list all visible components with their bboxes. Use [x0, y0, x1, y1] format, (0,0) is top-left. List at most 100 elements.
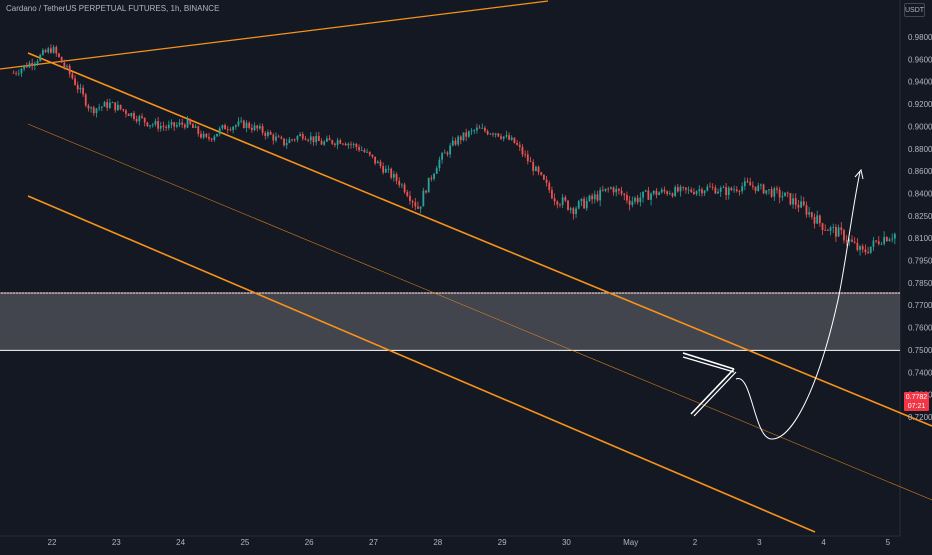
candle-body-151 — [417, 206, 419, 209]
time-axis-label-11: 3 — [757, 538, 762, 547]
candle-body-112 — [312, 136, 315, 143]
candle-body-13 — [47, 48, 50, 53]
candle-body-281 — [765, 190, 768, 194]
candle-body-180 — [494, 133, 497, 135]
candle-body-114 — [317, 136, 320, 142]
price-axis-label-11: 0.7850 — [908, 279, 932, 288]
price-axis-label-2: 0.9400 — [908, 78, 932, 87]
candle-body-137 — [379, 161, 382, 167]
candle-body-291 — [792, 198, 794, 205]
candle-body-166 — [457, 136, 460, 145]
candle-body-280 — [762, 184, 765, 194]
candle-body-76 — [216, 133, 218, 137]
candle-body-307 — [835, 227, 837, 237]
time-axis-label-3: 25 — [240, 538, 249, 547]
candle-body-219 — [599, 189, 602, 201]
time-axis-label-5: 27 — [369, 538, 378, 547]
candle-body-211 — [577, 201, 580, 209]
candle-body-26 — [82, 87, 84, 95]
candle-body-296 — [805, 205, 808, 215]
price-axis-label-4: 0.9000 — [908, 122, 932, 131]
candle-body-273 — [743, 181, 746, 187]
candle-body-215 — [588, 195, 591, 201]
projection-arrowhead[interactable] — [854, 168, 864, 180]
candle-body-216 — [591, 195, 594, 200]
candle-body-285 — [776, 188, 778, 190]
channel-midline[interactable] — [27, 123, 932, 501]
candle-body-165 — [454, 140, 457, 145]
candle-body-232 — [634, 197, 636, 202]
candle-body-168 — [462, 132, 465, 141]
candle-body-14 — [50, 48, 52, 53]
candle-body-46 — [135, 118, 138, 122]
long-trendline[interactable] — [0, 0, 549, 70]
candle-body-198 — [542, 174, 545, 180]
candle-body-181 — [497, 133, 500, 137]
candle-body-62 — [178, 122, 181, 125]
triangle-upper-line-inner[interactable] — [682, 356, 735, 373]
support-zone[interactable] — [0, 292, 900, 351]
candle-body-105 — [293, 139, 296, 141]
candle-body-287 — [781, 196, 784, 198]
currency-badge[interactable]: USDT — [904, 3, 925, 17]
candle-body-237 — [647, 190, 650, 200]
candle-body-60 — [173, 122, 176, 127]
price-axis-label-3: 0.9200 — [908, 100, 932, 109]
candle-body-306 — [832, 227, 835, 228]
candle-body-197 — [540, 172, 543, 175]
triangle-lower-line[interactable] — [690, 368, 735, 415]
candle-body-316 — [859, 246, 861, 250]
candle-body-182 — [500, 136, 502, 139]
candle-body-59 — [170, 122, 173, 125]
candle-body-283 — [770, 189, 773, 197]
candle-body-218 — [596, 194, 599, 201]
candle-body-37 — [111, 102, 114, 104]
candle-body-175 — [481, 127, 484, 129]
candle-body-257 — [701, 189, 703, 194]
candle-body-238 — [650, 193, 652, 200]
candle-body-292 — [794, 198, 797, 205]
candle-body-73 — [208, 136, 210, 139]
candle-body-87 — [245, 122, 248, 128]
candle-body-207 — [567, 200, 569, 210]
candle-body-209 — [572, 208, 575, 215]
candle-body-106 — [296, 136, 299, 140]
candle-body-51 — [149, 125, 151, 127]
triangle-lower-line-inner[interactable] — [693, 371, 737, 417]
candle-body-12 — [44, 50, 47, 53]
candle-body-110 — [307, 139, 310, 141]
candle-body-303 — [824, 229, 827, 231]
candle-body-327 — [888, 239, 891, 242]
candle-body-101 — [283, 138, 285, 146]
chart-title: Cardano / TetherUS PERPETUAL FUTURES, 1h… — [6, 4, 220, 13]
candle-body-220 — [601, 189, 604, 191]
candle-body-77 — [218, 128, 221, 134]
candle-body-224 — [612, 187, 615, 193]
candle-body-275 — [749, 182, 752, 186]
candle-body-247 — [674, 187, 677, 197]
candle-body-253 — [690, 189, 693, 193]
price-axis-label-12: 0.7700 — [908, 301, 932, 310]
candle-body-111 — [309, 136, 312, 141]
candle-body-145 — [400, 184, 403, 186]
candle-body-69 — [197, 126, 200, 134]
candle-body-248 — [676, 187, 679, 192]
candle-body-92 — [259, 126, 261, 129]
candle-body-235 — [642, 191, 644, 198]
candle-body-109 — [304, 138, 307, 140]
triangle-upper-line[interactable] — [682, 352, 735, 370]
candle-body-10 — [39, 54, 42, 62]
time-axis-label-12: 4 — [821, 538, 826, 547]
candle-body-120 — [334, 143, 336, 145]
candle-body-133 — [368, 151, 371, 155]
time-axis-label-4: 26 — [305, 538, 314, 547]
candle-body-272 — [741, 186, 744, 192]
channel-upper-line[interactable] — [27, 52, 932, 427]
candle-body-178 — [489, 133, 492, 135]
projection-path[interactable] — [735, 171, 861, 440]
candle-body-196 — [537, 166, 540, 173]
channel-lower-line[interactable] — [27, 195, 816, 533]
candle-body-228 — [623, 193, 626, 196]
time-axis-label-9: May — [623, 538, 638, 547]
